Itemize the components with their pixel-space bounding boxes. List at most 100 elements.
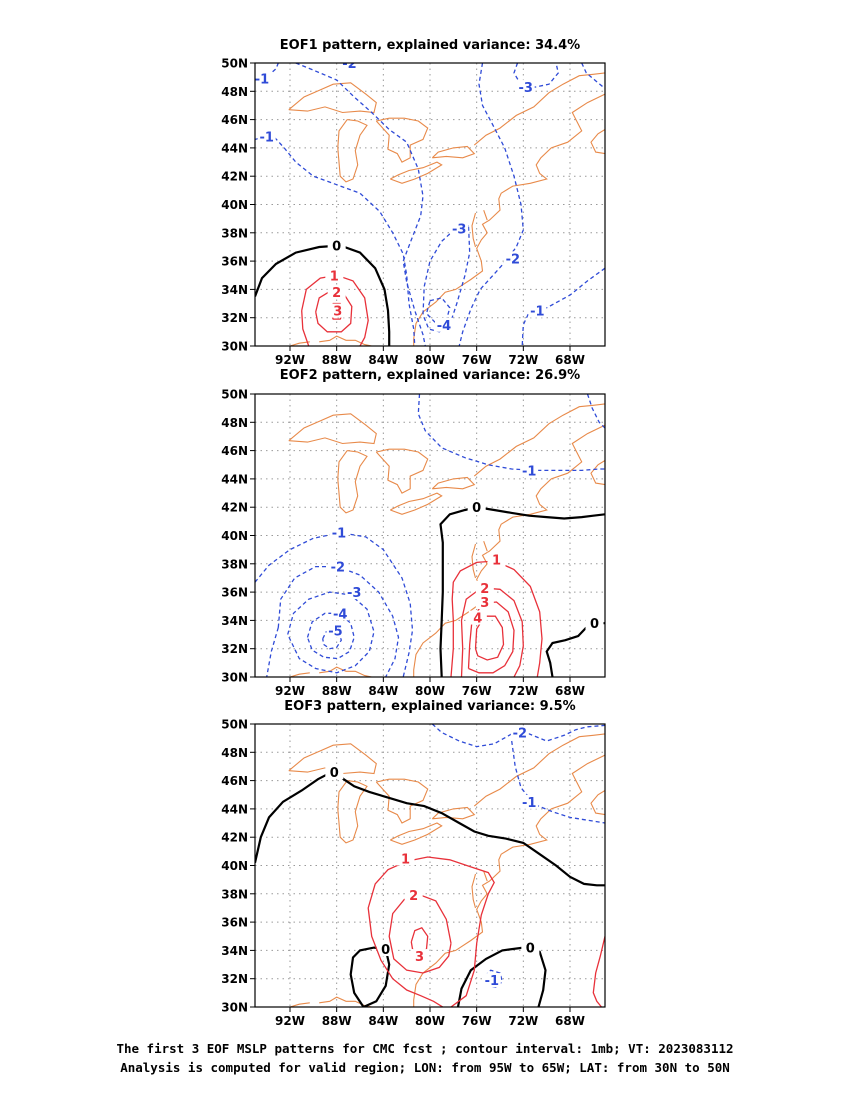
y-tick-label: 32N — [221, 311, 248, 325]
coastline — [590, 790, 605, 816]
contour-label-bg — [326, 623, 345, 638]
y-tick-label: 50N — [221, 57, 248, 71]
coastline — [390, 822, 443, 845]
contour-line-neg — [431, 724, 605, 748]
contour-label: 2 — [409, 889, 418, 904]
coastline — [471, 212, 477, 248]
x-tick-label: 88W — [322, 1014, 352, 1028]
contour-line-neg — [458, 63, 524, 346]
contour-line-zero — [255, 769, 605, 887]
contour-line-neg — [306, 612, 355, 660]
y-tick-label: 44N — [221, 141, 248, 155]
y-tick-label: 36N — [221, 916, 248, 930]
contour-label-bg — [516, 80, 535, 95]
x-tick-label: 92W — [275, 684, 305, 698]
x-tick-label: 76W — [462, 1014, 492, 1028]
coastline — [289, 341, 310, 346]
contour-label-bg — [330, 525, 348, 540]
y-tick-label: 38N — [221, 226, 248, 240]
y-tick-label: 38N — [221, 887, 248, 901]
coastlines — [288, 72, 605, 346]
contour-line-neg — [266, 627, 279, 677]
contour-label-bg — [325, 268, 344, 283]
x-tick-label: 72W — [508, 1014, 538, 1028]
contour-label: 0 — [330, 766, 339, 781]
contour-label-bg — [520, 463, 539, 478]
footer-line-2: Analysis is computed for valid region; L… — [120, 1060, 730, 1075]
contour-label-bg — [475, 580, 494, 595]
contour-label-bg — [450, 221, 469, 236]
y-tick-label: 38N — [221, 557, 248, 571]
contour-label-bg — [435, 317, 453, 332]
y-tick-label: 40N — [221, 859, 248, 873]
contour-line-neg — [277, 565, 400, 677]
contour-line-pos — [450, 560, 543, 677]
coastline — [590, 129, 605, 155]
coastline — [288, 82, 377, 114]
contour-label: -2 — [513, 726, 527, 741]
contour-label: 0 — [472, 501, 481, 516]
contours: -1 -1 -1 -2 -2 -3 -3 -4 0 1 2 3 — [255, 63, 605, 346]
contour-line-pos — [592, 936, 605, 1007]
contour-label-bg — [327, 238, 346, 253]
y-tick-label: 36N — [221, 586, 248, 600]
contour-label: 2 — [480, 582, 489, 597]
coastline — [471, 873, 477, 909]
coastline — [319, 666, 372, 677]
contour-line-zero — [255, 244, 391, 346]
coastline — [319, 335, 372, 346]
contour-label-bg — [328, 303, 347, 318]
y-tick-label: 44N — [221, 802, 248, 816]
y-tick-label: 36N — [221, 255, 248, 269]
contour-line-pos — [315, 290, 353, 333]
coastline — [413, 424, 605, 677]
gridlines — [255, 63, 605, 346]
contour-label-bg — [340, 63, 359, 70]
contour-label-bg — [585, 616, 604, 631]
contour-line-zero — [349, 946, 391, 1007]
contour-label: 1 — [492, 554, 501, 569]
contour-label: 1 — [401, 852, 410, 867]
contour-label-bg — [520, 794, 539, 809]
x-tick-label: 72W — [508, 684, 538, 698]
x-tick-label: 68W — [555, 353, 585, 367]
coastline — [483, 871, 488, 882]
x-tick-label: 80W — [415, 1014, 445, 1028]
contour-label: -1 — [259, 131, 273, 146]
contour-label-bg — [257, 129, 276, 144]
contour-label-bg — [410, 949, 429, 964]
y-tick-label: 32N — [221, 972, 248, 986]
contour-line-pos — [460, 587, 524, 677]
coastline — [471, 543, 477, 579]
contour-label: -2 — [331, 561, 345, 576]
y-tick-label: 46N — [221, 774, 248, 788]
coastlines — [288, 733, 605, 1007]
contour-line-pos — [301, 310, 310, 346]
coastline — [473, 733, 605, 807]
y-tick-label: 34N — [221, 944, 248, 958]
contour-label: -1 — [485, 974, 499, 989]
contour-label-bg — [404, 888, 423, 903]
contour-line-neg — [521, 267, 605, 346]
contour-label: -1 — [332, 527, 346, 542]
y-tick-label: 30N — [221, 1001, 248, 1015]
coastline — [375, 117, 429, 163]
contour-line-neg — [255, 532, 414, 677]
x-tick-label: 80W — [415, 684, 445, 698]
coastline — [337, 780, 368, 844]
x-tick-label: 68W — [555, 1014, 585, 1028]
y-tick-label: 46N — [221, 444, 248, 458]
coastline — [413, 754, 605, 1007]
contour-label-bg — [331, 606, 350, 621]
contour-label-bg — [327, 285, 346, 300]
x-tick-label: 84W — [368, 1014, 398, 1028]
contour-label: -1 — [530, 305, 544, 320]
contour-label: 4 — [473, 612, 482, 627]
contour-line-pos — [367, 856, 495, 1007]
contour-label: 1 — [330, 269, 339, 284]
coastline — [289, 1002, 310, 1007]
contour-label: -5 — [328, 624, 342, 639]
contour-label: 0 — [332, 240, 341, 255]
